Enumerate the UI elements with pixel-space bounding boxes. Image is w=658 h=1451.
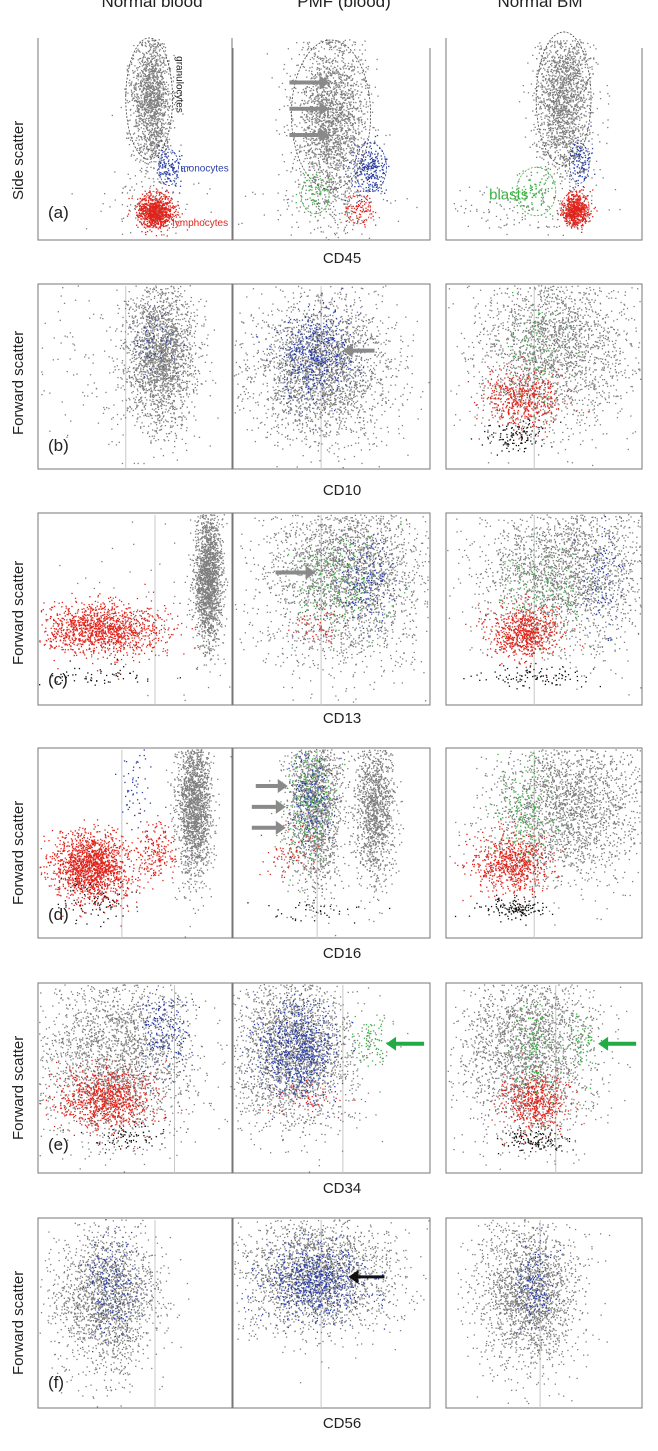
panel-d-normal-blood [38, 748, 233, 938]
granulocyte-cloud [448, 285, 641, 466]
granulocyte-cloud [458, 1219, 611, 1404]
gray-arrow [343, 344, 375, 358]
panel-c-normal-blood [38, 513, 233, 705]
nk-cloud [128, 807, 177, 890]
lymphocyte-cloud [39, 584, 204, 680]
panel-a-pmf-blood [232, 38, 430, 240]
panel-d-pmf-blood [232, 748, 430, 938]
lymphocytes-label: lymphocytes [173, 218, 229, 229]
panel-b-normal-bm [446, 284, 642, 469]
granulocyte-cloud-2 [348, 750, 404, 923]
panel-e-normal-bm [446, 983, 642, 1173]
debris-cloud [463, 663, 601, 689]
panel-f-normal-blood [38, 1218, 233, 1408]
debris-cloud [63, 1117, 167, 1154]
panel-d-normal-bm [446, 748, 642, 938]
panel-e-normal-blood [38, 983, 233, 1173]
panel-f-normal-bm [446, 1218, 642, 1408]
granulocyte-cloud [447, 514, 642, 695]
granulocyte-cloud [233, 984, 401, 1173]
gray-arrow-3 [252, 821, 286, 835]
granulocyte-cloud [162, 749, 232, 937]
monocyte-cloud [241, 986, 370, 1120]
panel-f-pmf-blood [232, 1218, 430, 1408]
granulocyte-cloud [234, 285, 430, 468]
panel-b-normal-blood [38, 284, 233, 469]
monocyte-cloud [115, 749, 152, 836]
gray-arrow [276, 566, 316, 580]
panel-a-normal-bm: blasts [446, 32, 642, 240]
granulocyte-cloud [235, 514, 430, 701]
granulocyte-cloud [233, 1219, 429, 1383]
debris-cloud [238, 175, 418, 239]
granulocyte-cloud [40, 1219, 190, 1407]
scatter-cloud [41, 285, 194, 464]
monocytes-label: monocytes [180, 163, 228, 174]
granulocyte-cloud [269, 749, 356, 936]
green-arrow [386, 1037, 424, 1051]
granulocyte-cloud [105, 285, 218, 464]
panel-a-normal-blood: granulocytes monocytes lymphocytes [38, 38, 233, 240]
panel-c-pmf-blood [232, 513, 430, 705]
gray-arrow-1 [256, 779, 288, 793]
granulocyte-cloud [187, 514, 231, 688]
granulocyte-cloud [267, 39, 391, 240]
debris-cloud [455, 895, 553, 926]
granulocyte-cloud [112, 39, 184, 218]
granulocyte-cloud [449, 749, 642, 926]
green-arrow [598, 1037, 636, 1051]
debris-cloud [39, 659, 181, 686]
granulocytes-label: granulocytes [173, 56, 184, 113]
lymphocyte-cloud [40, 819, 155, 927]
granulocyte-cloud [448, 984, 631, 1170]
blasts-label: blasts [489, 187, 528, 204]
panel-b-pmf-blood [232, 284, 430, 469]
debris-cloud [454, 174, 621, 236]
panel-e-pmf-blood [232, 983, 430, 1173]
panel-c-normal-bm [446, 513, 642, 705]
